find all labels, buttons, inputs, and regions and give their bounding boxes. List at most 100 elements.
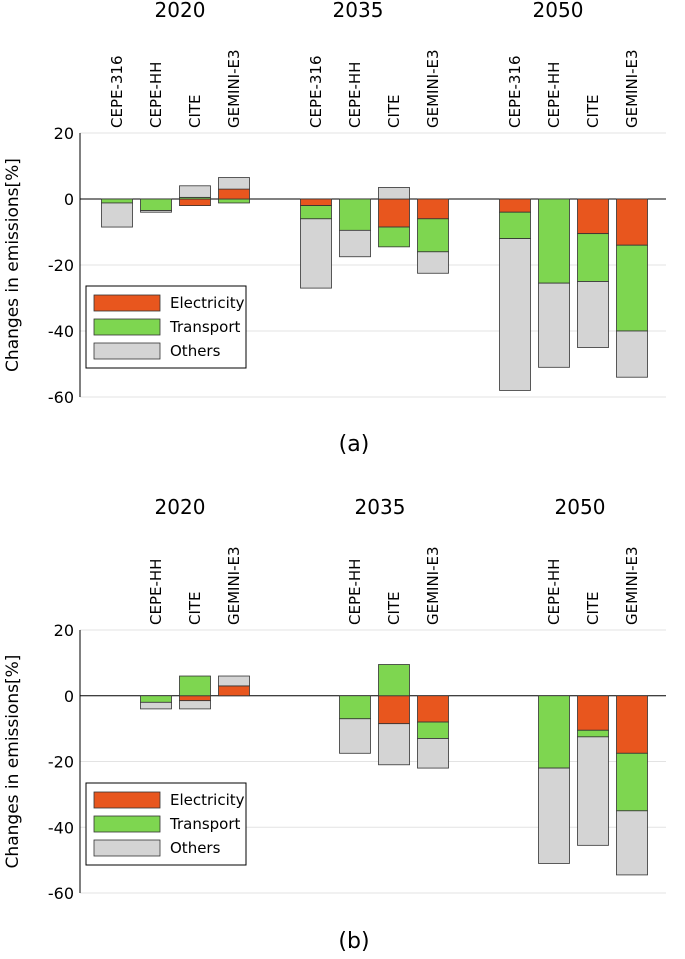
y-tick-label: -40 [48, 322, 74, 341]
bar-segment-others [417, 251, 449, 274]
legend-swatch-transport [93, 815, 161, 833]
legend-label-transport: Transport [169, 318, 241, 336]
bar-segment-electricity [417, 695, 449, 723]
bar-segment-transport [616, 752, 648, 812]
panel-label: (a) [339, 432, 370, 457]
bar-segment-others [378, 187, 410, 200]
legend-label-others: Others [170, 342, 221, 360]
bar-segment-others [300, 218, 332, 289]
bar-segment-electricity [417, 198, 449, 220]
bar-segment-others [577, 281, 609, 348]
model-label: CEPE-316 [506, 55, 524, 128]
model-label: CITE [584, 94, 602, 128]
y-tick-label: -20 [48, 256, 74, 275]
bar-segment-others [499, 238, 531, 391]
bar-segment-others [538, 767, 570, 864]
model-label: CEPE-HH [545, 559, 563, 625]
bar-segment-electricity [218, 188, 250, 200]
year-label: 2050 [555, 495, 606, 519]
model-label: CEPE-316 [108, 55, 126, 128]
chart-panel-b: -60 -40 -20 0 20 Changes in emissions[%] 2020 C… [3, 495, 666, 954]
bar-segment-transport [378, 226, 410, 248]
model-label: GEMINI-E3 [424, 546, 442, 625]
y-tick-label: 0 [64, 190, 74, 209]
bar-segment-transport [339, 695, 371, 720]
model-label: CITE [584, 591, 602, 625]
bar-segment-transport [378, 664, 410, 697]
y-tick-label: -20 [48, 753, 74, 772]
bar-segment-others [616, 330, 648, 378]
bar-segment-transport [179, 675, 211, 697]
model-label: CITE [186, 591, 204, 625]
y-tick-label: -60 [48, 884, 74, 903]
legend-swatch-electricity [93, 294, 161, 312]
bar-segment-transport [300, 205, 332, 220]
model-label: CITE [385, 591, 403, 625]
model-label: GEMINI-E3 [225, 546, 243, 625]
model-label: CEPE-HH [545, 62, 563, 128]
y-axis-label: Changes in emissions[%] [3, 158, 23, 372]
bar-segment-transport [101, 198, 133, 204]
model-label: CEPE-HH [346, 559, 364, 625]
bar-segment-electricity [218, 685, 250, 697]
bar-segment-others [417, 738, 449, 769]
model-label: CITE [385, 94, 403, 128]
bar-segment-others [339, 718, 371, 754]
bar-segment-electricity [378, 695, 410, 725]
bar-segment-others [218, 675, 250, 687]
bar-segment-electricity [300, 198, 332, 206]
legend-swatch-others [93, 839, 161, 857]
bar-segment-transport [616, 244, 648, 332]
bar-segment-transport [538, 198, 570, 284]
bar-segment-electricity [616, 695, 648, 754]
bar-segment-electricity [179, 695, 211, 702]
bar-segment-electricity [499, 198, 531, 213]
bar-segment-others [101, 202, 133, 228]
year-label: 2020 [155, 0, 206, 22]
legend-swatch-others [93, 342, 161, 360]
bar-segment-others [616, 810, 648, 876]
y-axis-label: Changes in emissions[%] [3, 655, 23, 869]
y-tick-label: -40 [48, 818, 74, 837]
bar-segment-electricity [616, 198, 648, 246]
year-label: 2020 [155, 495, 206, 519]
model-label: CEPE-HH [147, 62, 165, 128]
legend-label-electricity: Electricity [170, 294, 245, 312]
bar-segment-transport [538, 695, 570, 769]
legend-label-others: Others [170, 839, 221, 857]
model-label: CEPE-HH [346, 62, 364, 128]
y-tick-label: 20 [54, 124, 74, 143]
y-tick-label: 20 [54, 621, 74, 640]
bar-segment-others [140, 701, 172, 710]
model-label: CEPE-316 [307, 55, 325, 128]
model-label: CEPE-HH [147, 559, 165, 625]
chart-panel-a: -60 -40 -20 0 20 Changes in emissions[%] 2020 C… [3, 0, 666, 457]
legend-label-electricity: Electricity [170, 791, 245, 809]
bar-segment-transport [577, 233, 609, 282]
model-label: GEMINI-E3 [623, 49, 641, 128]
year-label: 2050 [533, 0, 584, 22]
bar-segment-others [218, 177, 250, 190]
legend-swatch-electricity [93, 791, 161, 809]
model-label: GEMINI-E3 [225, 49, 243, 128]
bar-segment-others [140, 210, 172, 213]
bar-segment-transport [140, 198, 172, 211]
bar-segment-transport [499, 211, 531, 239]
bar-segment-transport [140, 695, 172, 703]
bar-segment-transport [218, 198, 250, 204]
legend-swatch-transport [93, 318, 161, 336]
bar-segment-transport [417, 218, 449, 253]
bar-segment-others [179, 185, 211, 198]
year-label: 2035 [333, 0, 384, 22]
bar-segment-electricity [179, 198, 211, 206]
legend-label-transport: Transport [169, 815, 241, 833]
bar-segment-transport [417, 721, 449, 739]
model-label: GEMINI-E3 [424, 49, 442, 128]
panel-label: (b) [338, 929, 369, 954]
bar-segment-transport [339, 198, 371, 231]
bar-segment-others [538, 282, 570, 368]
y-tick-label: 0 [64, 687, 74, 706]
bar-segment-electricity [378, 198, 410, 228]
model-label: GEMINI-E3 [623, 546, 641, 625]
